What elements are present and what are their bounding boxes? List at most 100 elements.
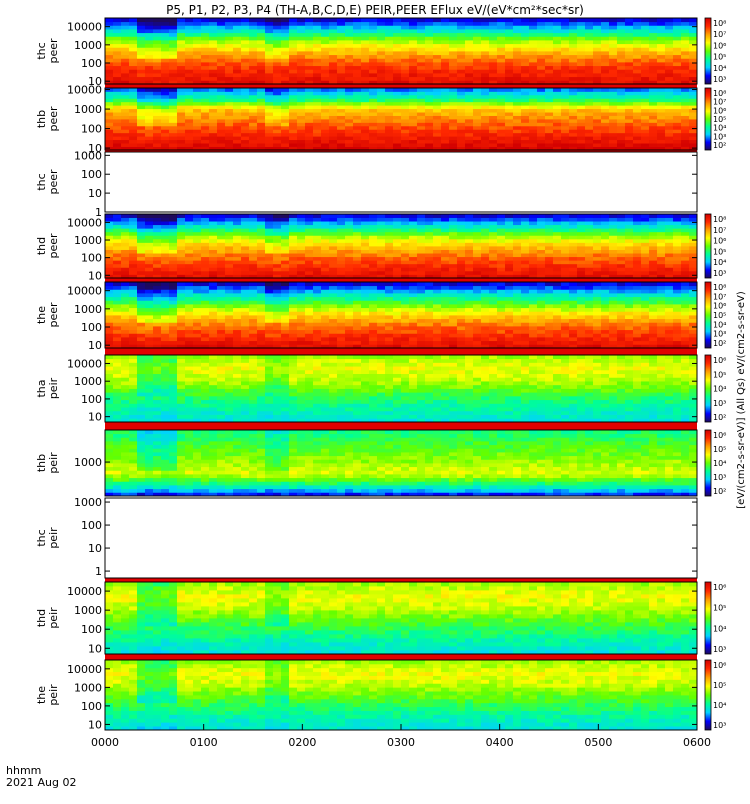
heatmap-cell [385,297,393,301]
heatmap-cell [201,109,209,113]
heatmap-cell [113,341,121,345]
heatmap-cell [297,264,305,268]
heatmap-cell [625,228,633,232]
heatmap-cell [297,289,305,293]
heatmap-cell [457,214,465,218]
heatmap-cell [305,341,313,345]
heatmap-cell [385,282,393,286]
heatmap-cell [617,62,625,66]
heatmap-cell [633,253,641,257]
heatmap-cell [265,77,273,81]
heatmap-cell [433,293,441,297]
heatmap-cell [273,337,281,341]
heatmap-cell [625,47,633,51]
heatmap-cell [577,40,585,44]
heatmap-cell [249,257,257,261]
heatmap-cell [513,122,521,126]
heatmap-cell [193,36,201,40]
heatmap-cell [377,326,385,330]
heatmap-cell [521,22,529,26]
heatmap-cell [121,116,129,120]
heatmap-cell [681,260,689,264]
heatmap-cell [129,271,137,275]
heatmap-cell [593,102,601,106]
heatmap-cell [681,267,689,271]
heatmap-cell [449,105,457,109]
heatmap-cell [369,36,377,40]
heatmap-cell [353,58,361,62]
heatmap-cell [201,214,209,218]
heatmap-cell [585,218,593,222]
heatmap-cell [385,119,393,123]
heatmap-cell [417,214,425,218]
heatmap-cell [425,112,433,116]
heatmap-cell [249,308,257,312]
heatmap-cell [369,260,377,264]
heatmap-cell [465,129,473,133]
heatmap-cell [345,225,353,229]
heatmap-cell [281,282,289,286]
heatmap-cell [161,304,169,308]
heatmap-cell [401,116,409,120]
heatmap-cell [305,250,313,254]
heatmap-cell [329,225,337,229]
heatmap-cell [409,133,417,137]
heatmap-cell [529,267,537,271]
heatmap-cell [233,136,241,140]
heatmap-cell [369,95,377,99]
heatmap-cell [209,73,217,77]
heatmap-cell [185,133,193,137]
heatmap-cell [361,136,369,140]
heatmap-cell [385,95,393,99]
heatmap-cell [409,308,417,312]
heatmap-cell [401,225,409,229]
heatmap-cell [441,282,449,286]
heatmap-cell [345,326,353,330]
heatmap-cell [577,260,585,264]
heatmap-cell [265,282,273,286]
heatmap-cell [633,119,641,123]
heatmap-cell [425,129,433,133]
heatmap-cell [585,253,593,257]
heatmap-cell [465,221,473,225]
heatmap-cell [225,271,233,275]
heatmap-cell [601,55,609,59]
heatmap-cell [297,300,305,304]
heatmap-cell [457,112,465,116]
heatmap-cell [529,143,537,147]
heatmap-cell [289,58,297,62]
heatmap-cell [481,235,489,239]
heatmap-cell [537,105,545,109]
heatmap-cell [465,232,473,236]
heatmap-cell [281,326,289,330]
heatmap-cell [529,109,537,113]
heatmap-cell [473,300,481,304]
heatmap-cell [233,333,241,337]
heatmap-cell [665,242,673,246]
heatmap-cell [201,98,209,102]
heatmap-cell [649,55,657,59]
heatmap-cell [393,289,401,293]
heatmap-cell [657,25,665,29]
heatmap-cell [545,221,553,225]
heatmap-cell [329,232,337,236]
heatmap-cell [545,88,553,92]
heatmap-cell [513,228,521,232]
heatmap-cell [369,246,377,250]
heatmap-cell [313,260,321,264]
heatmap-cell [289,102,297,106]
heatmap-cell [673,119,681,123]
heatmap-cell [225,136,233,140]
heatmap-cell [601,109,609,113]
heatmap-cell [497,98,505,102]
heatmap-cell [561,239,569,243]
heatmap-cell [673,47,681,51]
heatmap-cell [145,239,153,243]
heatmap-cell [209,22,217,26]
heatmap-cell [241,136,249,140]
heatmap-cell [225,25,233,29]
heatmap-cell [353,242,361,246]
heatmap-cell [489,29,497,33]
heatmap-cell [313,264,321,268]
heatmap-cell [537,98,545,102]
